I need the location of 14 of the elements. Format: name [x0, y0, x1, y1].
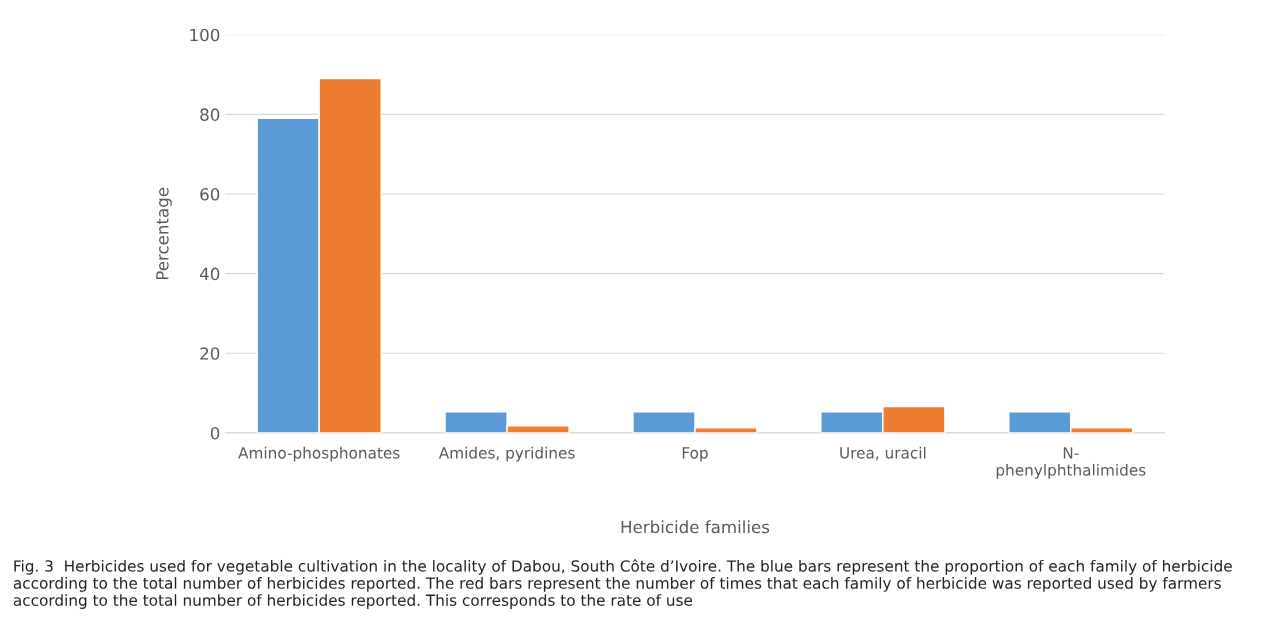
y-tick-label: 20 — [200, 347, 220, 360]
y-axis-title: Percentage — [156, 187, 172, 280]
x-tick-label: N- phenylphthalimides — [996, 447, 1146, 479]
y-tick-label: 100 — [190, 28, 220, 42]
y-tick-label: 0 — [210, 426, 220, 440]
y-tick-label: 80 — [200, 108, 220, 121]
y-tick-label: 40 — [199, 267, 220, 281]
x-tick-label: Amino-phosphonates — [238, 446, 400, 462]
x-tick-label: Amides, pyridines — [438, 446, 575, 462]
x-axis-title: Herbicide families — [621, 520, 770, 534]
x-tick-label: Urea, uracil — [840, 446, 926, 461]
x-tick-label: Fop — [682, 447, 708, 462]
caption: Fig. 3 Herbicides used for vegetable cultivation in the locality of Dabou, South Côte d’Ivoire. The blue bars represent the proportion of each family of herbicide according to the total number of herbicides reported. The red bars represent the number of times that each family of herbicide was reported used by farmers according to the total number of herbicides reported. This corresponds to the rate of use — [13, 559, 1232, 609]
y-tick-label: 60 — [200, 187, 220, 201]
